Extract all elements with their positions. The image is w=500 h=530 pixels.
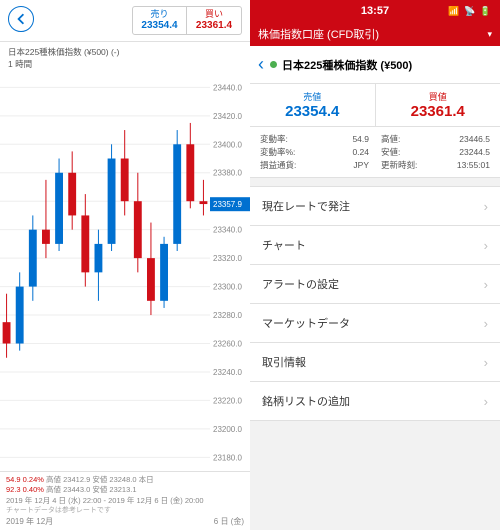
footer-note: チャートデータは参考レートです — [6, 506, 244, 516]
chevron-right-icon: › — [484, 355, 488, 370]
footer-hl-2: 高値 23443.0 安値 23213.1 — [46, 485, 136, 494]
sell-button[interactable]: 売り 23354.4 — [132, 6, 187, 35]
status-icons: 📶 📡 🔋 — [448, 6, 492, 17]
footer-range: 2019 年 12月 4 日 (水) 22:00 - 2019 年 12月 6 … — [6, 496, 244, 507]
svg-text:23440.0: 23440.0 — [213, 83, 242, 92]
svg-text:23220.0: 23220.0 — [213, 396, 242, 405]
back-button[interactable] — [8, 6, 34, 32]
sell-cell[interactable]: 売値 23354.4 — [250, 84, 376, 126]
footer-date-left: 2019 年 12月 — [6, 516, 53, 527]
sell-label: 売り — [133, 9, 186, 20]
chevron-right-icon: › — [484, 394, 488, 409]
sell-value: 23354.4 — [133, 20, 186, 32]
status-bar: 13:57 📶 📡 🔋 — [250, 0, 500, 22]
chart-footer: 54.9 0.24% 高値 23412.9 安値 23248.0 本日 92.3… — [0, 471, 250, 530]
svg-text:23300.0: 23300.0 — [213, 282, 242, 291]
menu-list: 現在レートで発注›チャート›アラートの設定›マーケットデータ›取引情報›銘柄リス… — [250, 186, 500, 421]
info-row: 損益通貨:JPY — [260, 159, 369, 172]
info-row: 安値:23244.5 — [381, 146, 490, 159]
buy-label-m: 買値 — [376, 90, 500, 103]
quote-buttons: 売り 23354.4 買い 23361.4 — [132, 6, 242, 35]
mobile-panel: 13:57 📶 📡 🔋 株価指数口座 (CFD取引) ▾ ‹ 日本225種株価指… — [250, 0, 500, 530]
back-chevron[interactable]: ‹ — [258, 54, 264, 75]
buy-button[interactable]: 買い 23361.4 — [187, 6, 242, 35]
buy-value: 23361.4 — [187, 20, 241, 32]
chevron-right-icon: › — [484, 277, 488, 292]
status-dot-icon — [270, 61, 277, 68]
info-row: 更新時刻:13:55:01 — [381, 159, 490, 172]
menu-item-label: 取引情報 — [262, 354, 306, 370]
svg-text:23320.0: 23320.0 — [213, 254, 242, 263]
svg-text:23380.0: 23380.0 — [213, 169, 242, 178]
chevron-down-icon[interactable]: ▾ — [487, 29, 492, 40]
svg-text:23357.9: 23357.9 — [213, 200, 242, 209]
buy-cell[interactable]: 買値 23361.4 — [376, 84, 500, 126]
menu-item[interactable]: 現在レートで発注 › — [250, 187, 500, 226]
menu-item[interactable]: アラートの設定 › — [250, 265, 500, 304]
chevron-right-icon: › — [484, 316, 488, 331]
menu-item-label: チャート — [262, 237, 306, 253]
chart-panel: 売り 23354.4 買い 23361.4 日本225種株価指数 (¥500) … — [0, 0, 250, 530]
sell-value-m: 23354.4 — [250, 103, 375, 120]
chevron-left-icon — [15, 13, 27, 25]
account-label: 株価指数口座 (CFD取引) — [258, 26, 379, 42]
status-time: 13:57 — [361, 5, 389, 17]
chart-svg: 23180.0 23200.0 23220.0 23240.0 23260.0 23280… — [0, 74, 250, 471]
footer-date-right: 6 日 (金) — [214, 516, 244, 527]
menu-item-label: アラートの設定 — [262, 276, 339, 292]
title-bar: ‹ 日本225種株価指数 (¥500) — [250, 46, 500, 84]
info-row: 高値:23446.5 — [381, 133, 490, 146]
menu-item-label: 現在レートで発注 — [262, 198, 350, 214]
instrument-title: 日本225種株価指数 (¥500) (-) — [8, 46, 242, 58]
menu-item[interactable]: チャート › — [250, 226, 500, 265]
svg-text:23260.0: 23260.0 — [213, 339, 242, 348]
timeframe-label: 1 時間 — [8, 58, 242, 70]
menu-item[interactable]: 取引情報 › — [250, 343, 500, 382]
chart-subtitle-row: 日本225種株価指数 (¥500) (-) 1 時間 — [0, 42, 250, 74]
svg-text:23240.0: 23240.0 — [213, 368, 242, 377]
menu-item[interactable]: マーケットデータ › — [250, 304, 500, 343]
svg-text:23200.0: 23200.0 — [213, 425, 242, 434]
svg-text:23180.0: 23180.0 — [213, 453, 242, 462]
buy-label: 買い — [187, 9, 241, 20]
svg-text:23420.0: 23420.0 — [213, 112, 242, 121]
footer-hl-1: 高値 23412.9 安値 23248.0 本日 — [46, 475, 154, 484]
svg-text:23340.0: 23340.0 — [213, 225, 242, 234]
menu-item-label: マーケットデータ — [262, 315, 350, 331]
instrument-title-mobile: 日本225種株価指数 (¥500) — [282, 57, 412, 73]
buy-value-m: 23361.4 — [376, 103, 500, 120]
info-row: 変動率:54.9 — [260, 133, 369, 146]
footer-change-2: 92.3 0.40% — [6, 485, 44, 494]
chart-header: 売り 23354.4 買い 23361.4 — [0, 0, 250, 42]
chevron-right-icon: › — [484, 199, 488, 214]
info-grid: 変動率:54.9変動率%:0.24損益通貨:JPY 高値:23446.5安値:2… — [250, 127, 500, 178]
candlestick-chart[interactable]: 23180.0 23200.0 23220.0 23240.0 23260.0 23280… — [0, 74, 250, 471]
menu-item-label: 銘柄リストの追加 — [262, 393, 350, 409]
info-row: 変動率%:0.24 — [260, 146, 369, 159]
chevron-right-icon: › — [484, 238, 488, 253]
footer-change-1: 54.9 0.24% — [6, 475, 44, 484]
menu-item[interactable]: 銘柄リストの追加 › — [250, 382, 500, 421]
quote-row: 売値 23354.4 買値 23361.4 — [250, 84, 500, 127]
sell-label-m: 売値 — [250, 90, 375, 103]
nav-bar: 株価指数口座 (CFD取引) ▾ — [250, 22, 500, 46]
svg-text:23400.0: 23400.0 — [213, 140, 242, 149]
svg-text:23280.0: 23280.0 — [213, 311, 242, 320]
